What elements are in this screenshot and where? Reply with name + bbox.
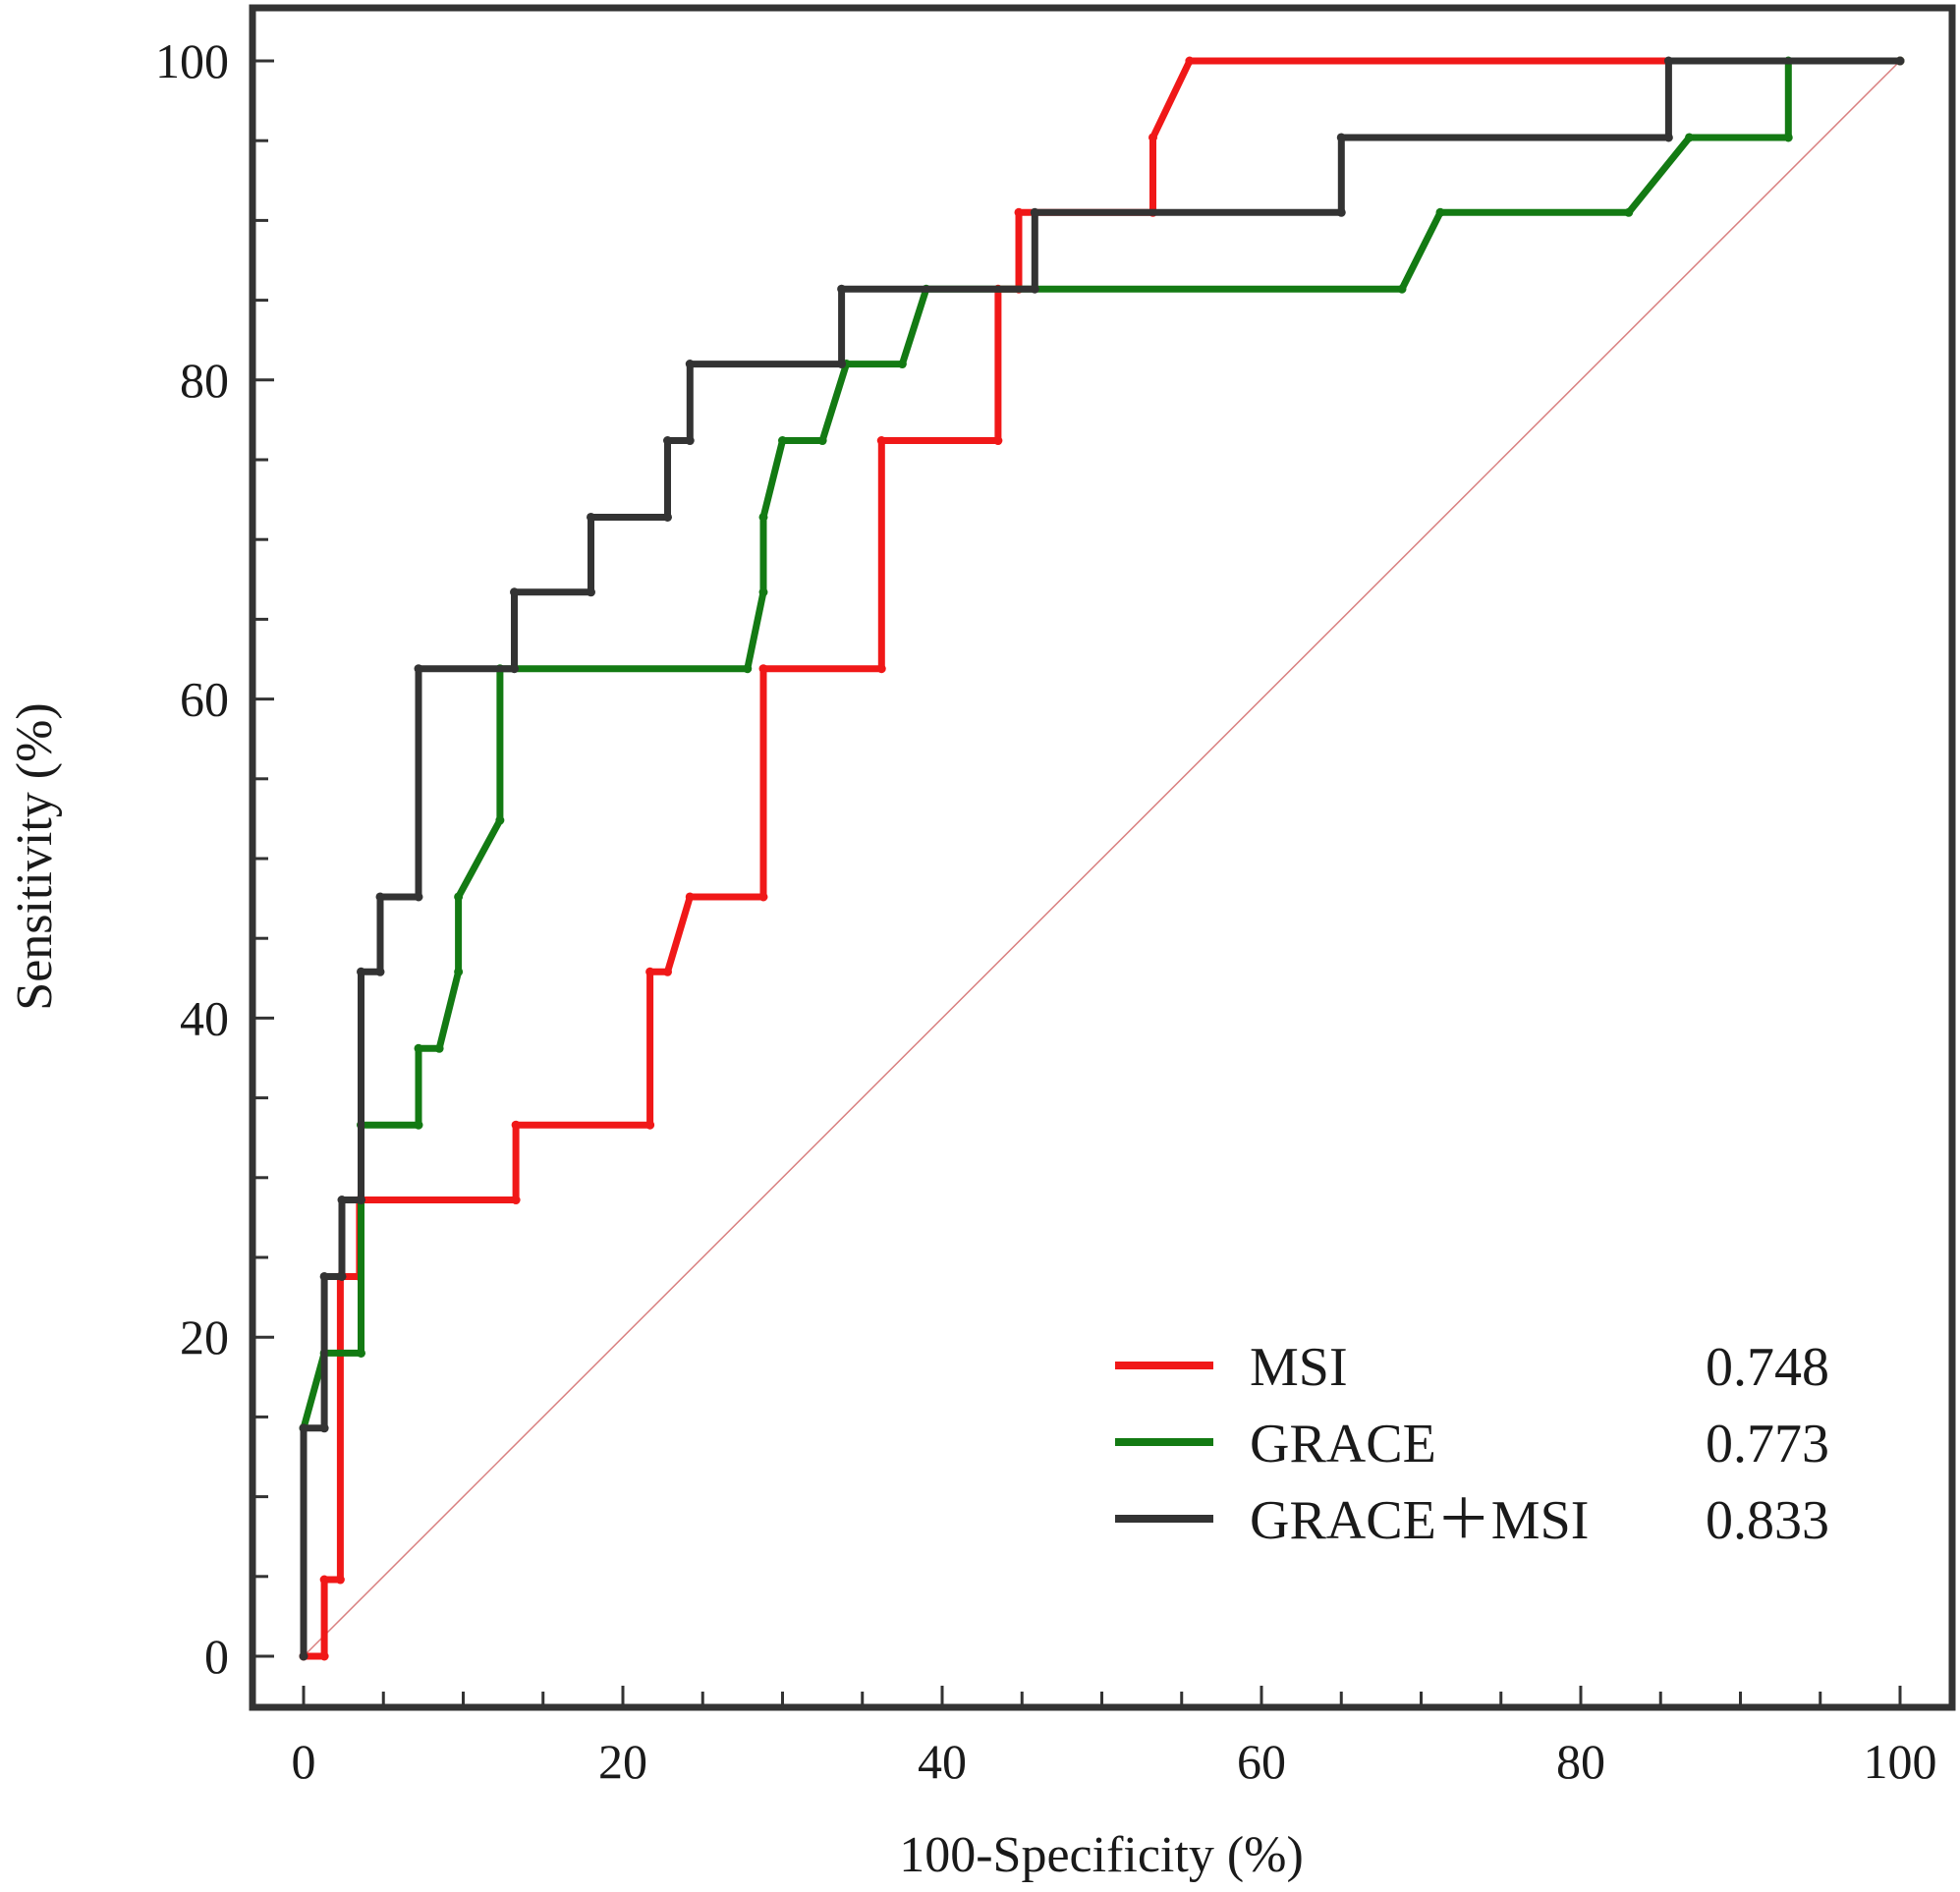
roc-point-series-1 [1148,133,1157,142]
x-tick-label: 100 [1864,1734,1937,1789]
roc-point-series-1 [663,967,672,976]
roc-point-series-3 [1336,133,1346,142]
roc-point-series-3 [1663,133,1673,142]
y-tick-label: 60 [180,672,229,727]
y-axis-title: Sensitivity (%) [7,702,63,1010]
x-tick-label: 60 [1237,1734,1286,1789]
roc-point-series-3 [414,664,423,674]
roc-point-series-3 [319,1271,329,1281]
roc-point-series-2 [1397,284,1407,294]
roc-point-series-2 [434,1043,444,1053]
roc-point-series-3 [587,512,595,522]
roc-point-series-1 [645,1120,655,1130]
roc-point-series-3 [685,360,695,369]
reference-diagonal-layer [303,60,1901,1657]
roc-point-series-3 [663,436,672,446]
roc-point-series-2 [1783,133,1793,142]
roc-point-series-1 [993,436,1003,446]
roc-point-series-2 [454,967,464,976]
y-tick-label: 100 [155,33,229,88]
roc-point-series-3 [663,512,672,522]
roc-point-series-2 [897,360,907,369]
roc-point-series-2 [758,587,768,597]
roc-point-series-2 [495,815,505,825]
roc-point-series-1 [335,1575,345,1585]
roc-point-series-3 [414,892,423,902]
x-tick-label: 0 [292,1734,316,1789]
y-tick-label: 80 [180,353,229,408]
roc-point-series-1 [645,967,655,976]
reference-diagonal-line [303,60,1901,1657]
roc-point-series-2 [743,664,753,674]
roc-point-series-1 [685,892,695,902]
roc-point-series-3 [357,1196,365,1205]
roc-point-series-2 [414,1043,423,1053]
roc-point-series-3 [1030,207,1039,217]
legend-auc-series-2: 0.773 [1706,1414,1829,1475]
roc-point-series-2 [1685,133,1694,142]
roc-point-series-1 [1014,207,1024,217]
roc-point-series-3 [510,664,519,674]
roc-point-series-1 [511,1120,521,1130]
roc-point-series-2 [1624,207,1634,217]
roc-point-series-3 [685,436,695,446]
legend-label-series-3: GRACE＋MSI [1250,1490,1589,1551]
roc-point-series-3 [337,1196,347,1205]
x-tick-label: 20 [598,1734,647,1789]
roc-point-series-2 [817,436,827,446]
roc-point-series-3 [337,1271,347,1281]
roc-point-series-1 [511,1196,521,1205]
roc-point-series-1 [876,664,886,674]
roc-curve-series-2 [300,57,1904,1432]
roc-point-series-3 [1895,56,1905,66]
roc-point-series-3 [510,587,519,597]
roc-point-series-3 [1336,207,1346,217]
roc-point-series-3 [299,1651,308,1661]
roc-point-series-2 [758,512,768,522]
roc-point-series-2 [454,892,464,902]
y-tick-label: 40 [180,990,229,1045]
axes-layer: 0 20 40 60 80 100 0 20 40 60 80 100 [155,33,1937,1789]
roc-point-series-3 [1663,56,1673,66]
roc-point-series-3 [587,587,595,597]
roc-curves-layer [299,56,1905,1661]
roc-point-series-3 [837,360,847,369]
roc-point-series-1 [319,1575,329,1585]
roc-point-series-1 [1185,56,1195,66]
roc-point-series-3 [299,1423,308,1433]
y-tick-label: 20 [180,1309,229,1364]
roc-point-series-3 [837,284,847,294]
legend-auc-series-3: 0.833 [1706,1490,1829,1551]
roc-point-series-2 [357,1348,365,1358]
roc-point-series-2 [778,436,787,446]
roc-point-series-3 [1030,284,1039,294]
x-tick-label: 80 [1556,1734,1605,1789]
roc-point-series-1 [758,892,768,902]
x-tick-label: 40 [918,1734,967,1789]
roc-point-series-2 [1435,207,1445,217]
roc-point-series-2 [414,1120,423,1130]
roc-point-series-3 [375,892,385,902]
y-tick-label: 0 [204,1629,229,1684]
roc-point-series-3 [375,967,385,976]
legend-auc-series-1: 0.748 [1706,1337,1829,1398]
legend-label-series-1: MSI [1250,1337,1348,1398]
roc-point-series-3 [357,967,365,976]
x-axis-title: 100-Specificity (%) [899,1827,1304,1883]
legend: MSI 0.748 GRACE 0.773 GRACE＋MSI 0.833 [1115,1337,1829,1551]
legend-label-series-2: GRACE [1250,1414,1436,1475]
roc-point-series-1 [758,664,768,674]
roc-point-series-1 [876,436,886,446]
roc-point-series-3 [319,1423,329,1433]
roc-point-series-1 [319,1651,329,1661]
